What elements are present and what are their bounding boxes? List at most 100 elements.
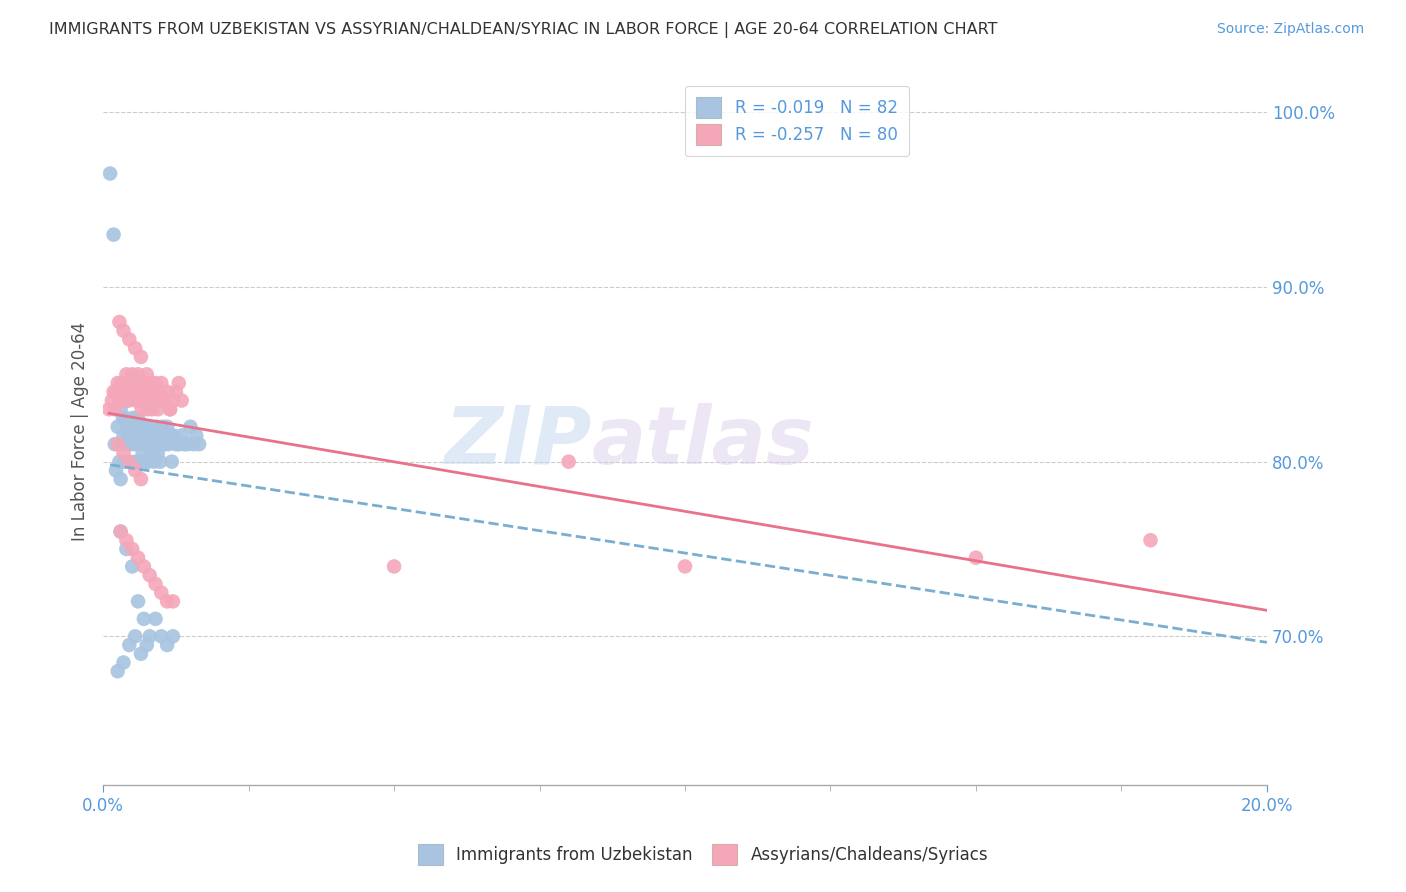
Point — [128, 437, 150, 451]
Point — [150, 437, 173, 451]
Point — [165, 437, 187, 451]
Point — [124, 384, 146, 399]
Point — [127, 411, 149, 425]
Point — [150, 629, 173, 643]
Point — [138, 455, 160, 469]
Point — [110, 524, 132, 539]
Point — [117, 419, 139, 434]
Point — [125, 455, 148, 469]
Point — [143, 455, 166, 469]
Point — [139, 393, 162, 408]
Point — [149, 384, 172, 399]
Point — [148, 393, 170, 408]
Point — [138, 419, 160, 434]
Point — [1139, 533, 1161, 548]
Point — [111, 411, 134, 425]
Point — [121, 411, 143, 425]
Point — [138, 376, 160, 390]
Point — [124, 463, 146, 477]
Point — [156, 419, 179, 434]
Point — [138, 384, 160, 399]
Point — [673, 559, 696, 574]
Point — [145, 384, 167, 399]
Point — [101, 393, 124, 408]
Point — [148, 384, 170, 399]
Point — [129, 393, 152, 408]
Text: ZIP: ZIP — [444, 402, 592, 481]
Point — [112, 428, 135, 442]
Point — [118, 437, 141, 451]
Point — [107, 665, 129, 679]
Point — [135, 455, 157, 469]
Legend: R = -0.019   N = 82, R = -0.257   N = 80: R = -0.019 N = 82, R = -0.257 N = 80 — [685, 86, 910, 156]
Point — [141, 446, 163, 460]
Point — [108, 315, 131, 329]
Point — [131, 402, 153, 417]
Point — [104, 384, 127, 399]
Point — [136, 437, 159, 451]
Point — [97, 402, 120, 417]
Point — [118, 455, 141, 469]
Point — [125, 393, 148, 408]
Point — [122, 376, 145, 390]
Point — [132, 419, 155, 434]
Point — [122, 428, 145, 442]
Point — [127, 368, 149, 382]
Point — [124, 437, 146, 451]
Y-axis label: In Labor Force | Age 20-64: In Labor Force | Age 20-64 — [72, 321, 89, 541]
Point — [98, 167, 121, 181]
Point — [112, 656, 135, 670]
Point — [155, 428, 177, 442]
Point — [120, 419, 142, 434]
Point — [104, 402, 127, 417]
Point — [111, 437, 134, 451]
Point — [125, 376, 148, 390]
Point — [107, 437, 129, 451]
Point — [142, 384, 165, 399]
Point — [112, 455, 135, 469]
Point — [156, 384, 179, 399]
Point — [148, 428, 170, 442]
Point — [145, 612, 167, 626]
Point — [111, 393, 134, 408]
Point — [112, 384, 135, 399]
Point — [142, 376, 165, 390]
Point — [157, 437, 180, 451]
Point — [176, 437, 198, 451]
Point — [145, 437, 167, 451]
Point — [143, 393, 166, 408]
Point — [156, 638, 179, 652]
Point — [131, 384, 153, 399]
Point — [134, 437, 156, 451]
Point — [117, 384, 139, 399]
Point — [162, 629, 184, 643]
Point — [167, 437, 190, 451]
Point — [165, 384, 187, 399]
Point — [156, 594, 179, 608]
Point — [104, 437, 127, 451]
Point — [115, 541, 138, 556]
Point — [114, 411, 136, 425]
Point — [112, 446, 135, 460]
Point — [132, 612, 155, 626]
Text: IMMIGRANTS FROM UZBEKISTAN VS ASSYRIAN/CHALDEAN/SYRIAC IN LABOR FORCE | AGE 20-6: IMMIGRANTS FROM UZBEKISTAN VS ASSYRIAN/C… — [49, 22, 998, 38]
Point — [120, 384, 142, 399]
Point — [115, 437, 138, 451]
Point — [382, 559, 405, 574]
Text: Source: ZipAtlas.com: Source: ZipAtlas.com — [1216, 22, 1364, 37]
Legend: Immigrants from Uzbekistan, Assyrians/Chaldeans/Syriacs: Immigrants from Uzbekistan, Assyrians/Ch… — [409, 836, 997, 873]
Point — [170, 428, 193, 442]
Point — [132, 376, 155, 390]
Point — [135, 638, 157, 652]
Point — [159, 428, 181, 442]
Point — [145, 577, 167, 591]
Point — [557, 455, 579, 469]
Point — [108, 393, 131, 408]
Point — [107, 419, 129, 434]
Point — [138, 629, 160, 643]
Point — [107, 376, 129, 390]
Point — [150, 376, 173, 390]
Point — [160, 455, 183, 469]
Point — [115, 393, 138, 408]
Point — [135, 368, 157, 382]
